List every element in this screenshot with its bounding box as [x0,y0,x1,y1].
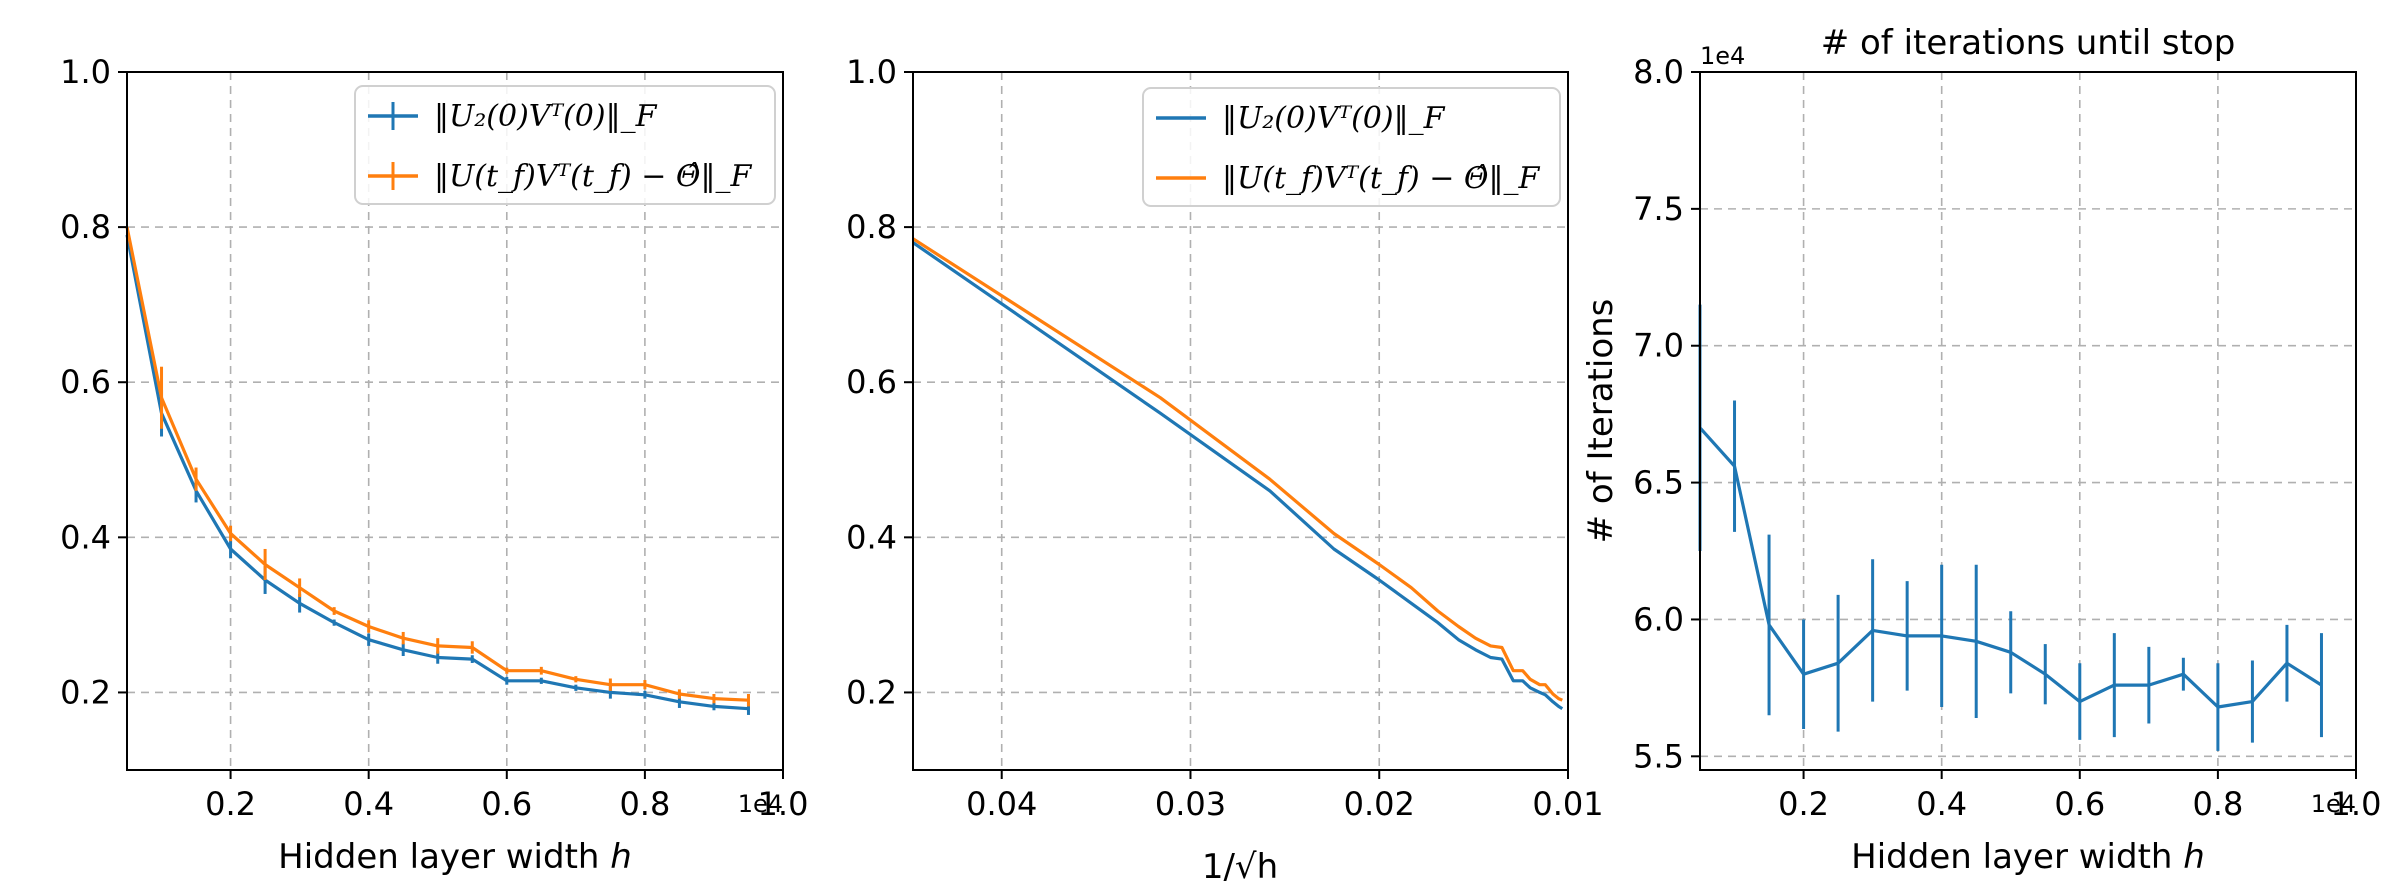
y-tick-label: 7.5 [1633,190,1684,228]
x-tick-label: 0.01 [1532,785,1603,823]
panel-1-frame [126,71,784,771]
panel-1-chart: 0.2 0.4 0.6 0.8 1.0 0.2 0.4 0.6 0.8 1.0 1e4 Hidde… [60,53,808,877]
x-tick-label: 0.2 [1778,785,1829,823]
panel-2-legend-box [1142,87,1561,207]
panel-1-x-multiplier: 1e4 [738,790,783,818]
x-tick-label: 1.0 [2331,785,2382,823]
x-tick-label: 0.03 [1155,785,1226,823]
y-tick-label: 7.0 [1633,327,1684,365]
panel-3-y-multiplier: 1e4 [1700,42,1745,70]
y-tick-label: 0.4 [846,518,897,556]
y-tick-label: 5.5 [1633,737,1684,775]
y-tick-label: 0.8 [846,208,897,246]
panel-2-legend-entry-2: ‖U(t_f)Vᵀ(t_f) − Θ̂‖_F [1156,161,1540,196]
legend-label-2: ‖U(t_f)Vᵀ(t_f) − Θ̂‖_F [1222,161,1540,196]
panel-2-ticks: 0.04 0.03 0.02 0.01 0.2 0.4 0.6 0.8 1.0 [846,53,1604,823]
x-tick-label: 0.8 [2192,785,2243,823]
y-tick-label: 8.0 [1633,53,1684,91]
y-tick-label: 0.6 [60,363,111,401]
panel-3-chart: 0.2 0.4 0.6 0.8 1.0 5.5 6.0 6.5 7.0 7.5 8.0 # of i… [1581,23,2381,877]
panel-1-legend: ‖U₂(0)Vᵀ(0)‖_F ‖U(t_f)Vᵀ(t_f) − Θ̂‖_F [354,85,776,205]
x-tick-label: 0.2 [205,785,256,823]
panel-3-y-axis-label: # of Iterations [1581,299,1621,544]
y-tick-label: 1.0 [60,53,111,91]
y-tick-label: 0.4 [60,518,111,556]
legend-label-2: ‖U(t_f)Vᵀ(t_f) − Θ̂‖_F [434,159,752,194]
x-tick-label: 0.04 [966,785,1037,823]
x-tick-label: 0.6 [481,785,532,823]
series-line-2 [125,226,749,702]
y-tick-label: 0.2 [846,673,897,711]
x-tick-label: 0.6 [2054,785,2105,823]
series-line-1 [912,241,1564,711]
panel-3-plot [1698,304,2323,751]
legend-label-1: ‖U₂(0)Vᵀ(0)‖_F [1222,101,1446,136]
panel-2-legend-entry-1: ‖U₂(0)Vᵀ(0)‖_F [1156,101,1446,136]
panel-1-ticks: 0.2 0.4 0.6 0.8 1.0 0.2 0.4 0.6 0.8 1.0 [60,53,808,823]
panel-3-x-axis-label: Hidden layer width h [1851,837,2205,877]
series-line-2 [912,237,1563,702]
x-tick-label: 0.4 [343,785,394,823]
panel-3-ticks: 0.2 0.4 0.6 0.8 1.0 5.5 6.0 6.5 7.0 7.5 8.0 [1633,53,2381,823]
x-tick-label: 1.0 [758,785,809,823]
y-tick-label: 0.2 [60,673,111,711]
panel-2-legend: ‖U₂(0)Vᵀ(0)‖_F ‖U(t_f)Vᵀ(t_f) − Θ̂‖_F [1142,87,1561,207]
panel-2-frame [912,71,1569,771]
panel-2-plot [912,237,1564,711]
y-tick-label: 6.5 [1633,464,1684,502]
y-tick-label: 1.0 [846,53,897,91]
panel-1-legend-entry-1: ‖U₂(0)Vᵀ(0)‖_F [368,99,658,134]
panel-1-x-axis-label: Hidden layer width h [278,837,632,877]
x-tick-label: 0.8 [619,785,670,823]
legend-label-1: ‖U₂(0)Vᵀ(0)‖_F [434,99,658,134]
y-tick-label: 0.8 [60,208,111,246]
panel-2-x-axis-label: 1/√h [1202,847,1278,887]
panel-1-plot [125,226,750,715]
panel-3-frame [1699,71,2357,771]
y-tick-label: 6.0 [1633,600,1684,638]
panel-1-legend-entry-2: ‖U(t_f)Vᵀ(t_f) − Θ̂‖_F [368,159,752,194]
panel-1-legend-box [354,85,776,205]
y-tick-label: 0.6 [846,363,897,401]
panel-3-title: # of iterations until stop [1821,23,2236,63]
panel-3-x-multiplier: 1e4 [2311,790,2356,818]
x-tick-label: 0.02 [1344,785,1415,823]
panel-2-chart: 0.04 0.03 0.02 0.01 0.2 0.4 0.6 0.8 1.0 1/√h ‖U₂… [846,53,1604,887]
series-line-1 [125,234,749,711]
x-tick-label: 0.4 [1916,785,1967,823]
